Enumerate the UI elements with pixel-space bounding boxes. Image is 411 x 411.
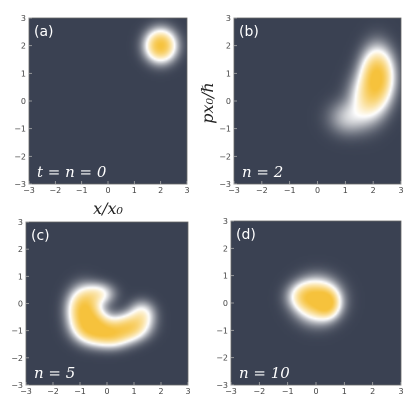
y-tick-label: −3: [11, 381, 23, 390]
x-tick-label: 0: [104, 387, 109, 396]
x-tick-label: −3: [23, 186, 35, 195]
x-tick-label: −2: [49, 186, 61, 195]
heatmap-c: [26, 222, 188, 385]
y-tick-label: −1: [14, 125, 26, 134]
y-tick-label: −2: [219, 152, 231, 161]
x-tick-label: −2: [47, 387, 59, 396]
x-tick-label: 0: [313, 387, 318, 396]
y-tick-label: −1: [219, 125, 231, 134]
x-tick-label: 3: [398, 186, 403, 195]
y-tick-label: 0: [223, 299, 228, 308]
panel-label: t = n = 0: [37, 163, 107, 181]
x-tick-label: 1: [343, 186, 348, 195]
heatmap-a: [29, 18, 187, 184]
y-tick-label: 1: [223, 272, 228, 281]
x-axis-label: x/x₀: [93, 199, 123, 218]
y-tick-label: 2: [21, 42, 26, 51]
y-tick-label: −3: [14, 180, 26, 189]
x-tick-label: −1: [282, 387, 294, 396]
y-tick-label: −2: [14, 152, 26, 161]
y-tick-label: 0: [226, 97, 231, 106]
x-tick-label: −3: [225, 387, 237, 396]
heatmap-b: [234, 18, 401, 184]
x-tick-label: −2: [256, 186, 268, 195]
x-tick-label: −2: [253, 387, 265, 396]
y-tick-label: −2: [216, 354, 228, 363]
y-tick-label: 1: [226, 69, 231, 78]
x-tick-label: 2: [371, 186, 376, 195]
x-tick-label: 2: [158, 186, 163, 195]
y-tick-label: 3: [226, 14, 231, 23]
x-tick-label: 2: [370, 387, 375, 396]
panel-label: n = 5: [34, 364, 75, 382]
y-tick-label: 1: [21, 69, 26, 78]
y-axis-label: px₀/ℏ: [198, 82, 217, 123]
panel-b: −3 −2 −1 0 1 2 3 −3 −2 −1 0 1 2 3 (b) n = 2: [219, 14, 403, 195]
panel-tag: (a): [34, 24, 54, 40]
x-tick-label: 0: [315, 186, 320, 195]
y-tick-label: 2: [223, 244, 228, 253]
x-tick-label: −3: [20, 387, 32, 396]
x-tick-label: 3: [398, 387, 403, 396]
panel-c: −3 −2 −1 0 1 2 3 −3 −2 −1 0 1 2 3 (c) n = 5: [11, 218, 190, 396]
x-tick-label: −1: [76, 186, 88, 195]
panel-label: n = 2: [242, 163, 283, 181]
y-tick-label: −3: [219, 180, 231, 189]
x-tick-label: 1: [131, 387, 136, 396]
heatmap-d: [231, 221, 401, 385]
y-tick-label: −2: [11, 354, 23, 363]
y-tick-label: 3: [223, 217, 228, 226]
x-tick-label: 1: [342, 387, 347, 396]
y-tick-label: −1: [11, 327, 23, 336]
x-tick-label: 2: [158, 387, 163, 396]
y-tick-label: 0: [21, 97, 26, 106]
x-tick-label: −1: [284, 186, 296, 195]
y-tick-label: −1: [216, 326, 228, 335]
x-tick-label: −1: [74, 387, 86, 396]
x-tick-label: 3: [184, 186, 189, 195]
panel-d: −3 −2 −1 0 1 2 3 −3 −2 −1 0 1 2 3 (d) n = 10: [216, 217, 403, 396]
x-tick-label: 1: [132, 186, 137, 195]
x-tick-label: −3: [228, 186, 240, 195]
panel-label: n = 10: [239, 364, 290, 382]
panel-a: −3 −2 −1 0 1 2 3 −3 −2 −1 0 1 2 3 (a) t = n = 0: [14, 14, 189, 195]
panel-tag: (d): [236, 227, 256, 243]
x-tick-label: 3: [185, 387, 190, 396]
y-tick-label: −3: [216, 381, 228, 390]
y-tick-label: 2: [18, 245, 23, 254]
panel-tag: (c): [31, 228, 50, 244]
y-tick-label: 2: [226, 42, 231, 51]
y-tick-label: 3: [21, 14, 26, 23]
y-tick-label: 0: [18, 300, 23, 309]
panel-tag: (b): [239, 24, 259, 40]
y-tick-label: 3: [18, 218, 23, 227]
x-tick-label: 0: [105, 186, 110, 195]
y-tick-label: 1: [18, 272, 23, 281]
